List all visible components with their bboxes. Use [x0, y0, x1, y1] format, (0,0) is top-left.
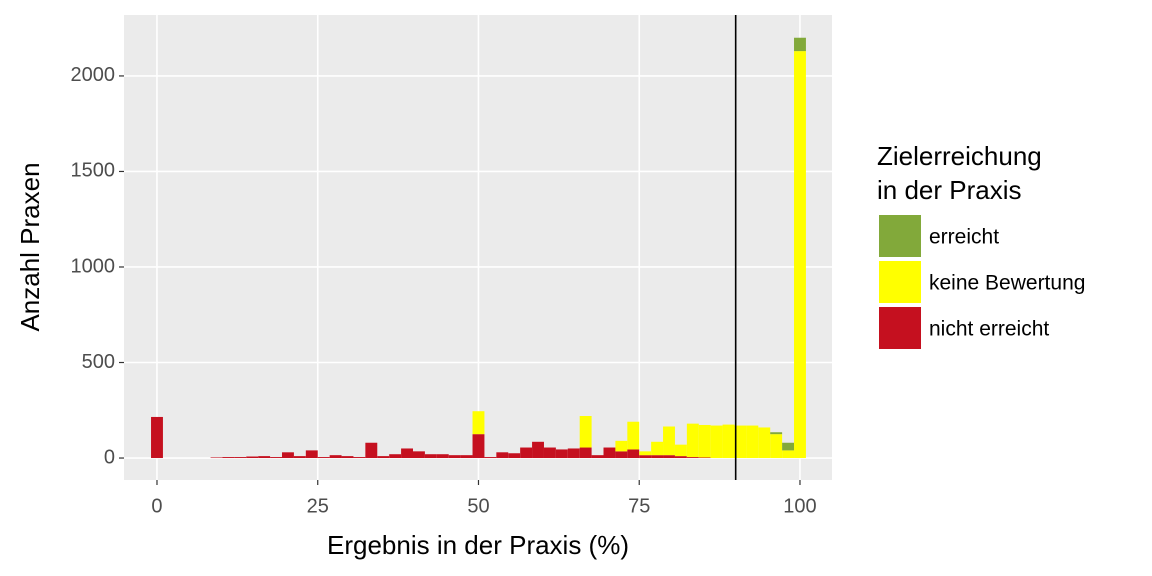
- bar-segment: [794, 51, 806, 459]
- bar-segment: [484, 457, 497, 459]
- bar-segment: [329, 455, 342, 459]
- x-tick-label: 100: [783, 495, 816, 517]
- bar-segment: [472, 434, 485, 459]
- legend-label: nicht erreicht: [929, 318, 1049, 341]
- x-tick-label: 50: [467, 495, 489, 517]
- bar-segment: [579, 416, 592, 448]
- legend-key: [879, 307, 921, 349]
- bar-segment: [472, 411, 485, 435]
- bar-segment: [401, 448, 413, 459]
- bar-segment: [674, 456, 687, 459]
- bar-segment: [710, 425, 723, 459]
- bar-segment: [663, 455, 675, 459]
- y-axis-title: Anzahl Praxen: [15, 162, 45, 331]
- bar-segment: [591, 455, 604, 459]
- bar-segment: [258, 456, 271, 459]
- bar-segment: [532, 441, 544, 459]
- bar-segment: [424, 454, 437, 459]
- y-tick-label: 1500: [71, 160, 116, 182]
- y-tick-label: 2000: [71, 64, 116, 86]
- bar-segment: [615, 440, 628, 452]
- bar-segment: [782, 442, 795, 451]
- legend-title: Zielerreichung: [877, 141, 1042, 171]
- bar-segment: [210, 457, 223, 459]
- bar-segment: [794, 37, 806, 52]
- bar-segment: [436, 454, 449, 459]
- bar-segment: [508, 453, 521, 459]
- bar-segment: [686, 423, 699, 458]
- bar-segment: [412, 451, 425, 459]
- bar-segment: [460, 455, 473, 459]
- x-axis-title: Ergebnis in der Praxis (%): [327, 530, 629, 560]
- bar-segment: [282, 452, 294, 459]
- bar-segment: [579, 447, 592, 459]
- bar-segment: [246, 456, 259, 459]
- bar-segment: [555, 449, 568, 459]
- bar-segment: [674, 444, 687, 457]
- bar-segment: [698, 457, 711, 459]
- legend-label: keine Bewertung: [929, 272, 1085, 295]
- bar-segment: [663, 426, 675, 456]
- bars: [151, 37, 806, 459]
- bar-segment: [151, 416, 163, 459]
- y-tick-label: 1000: [71, 255, 116, 277]
- bar-segment: [686, 457, 699, 459]
- x-tick-label: 25: [307, 495, 329, 517]
- bar-segment: [770, 434, 783, 459]
- bar-segment: [353, 457, 366, 459]
- bar-segment: [639, 451, 652, 456]
- bar-segment: [389, 454, 402, 459]
- legend-key: [879, 215, 921, 257]
- bar-segment: [377, 456, 390, 459]
- y-tick-label: 500: [82, 351, 115, 373]
- bar-segment: [615, 451, 628, 459]
- bar-segment: [722, 424, 735, 459]
- bar-segment: [496, 452, 509, 459]
- legend: erreicht keine Bewertung nicht erreicht: [879, 215, 1085, 349]
- bar-segment: [305, 450, 318, 459]
- legend-title: in der Praxis: [877, 175, 1022, 205]
- bar-segment: [317, 457, 330, 459]
- bar-segment: [627, 449, 640, 459]
- bar-segment: [365, 442, 378, 459]
- bar-segment: [234, 457, 247, 459]
- bar-segment: [782, 450, 795, 459]
- bar-segment: [734, 425, 747, 459]
- bar-segment: [270, 457, 283, 459]
- bar-segment: [770, 432, 783, 435]
- bar-segment: [639, 455, 652, 459]
- bar-segment: [448, 455, 461, 459]
- legend-label: erreicht: [929, 226, 999, 249]
- bar-segment: [651, 441, 664, 456]
- bar-segment: [746, 425, 759, 459]
- legend-key: [879, 261, 921, 303]
- bar-segment: [758, 427, 771, 459]
- bar-segment: [698, 424, 711, 458]
- bar-segment: [293, 456, 306, 459]
- bar-segment: [341, 456, 354, 459]
- bar-segment: [627, 421, 640, 450]
- y-tick-label: 0: [104, 446, 115, 468]
- bar-segment: [222, 457, 235, 459]
- bar-segment: [603, 447, 616, 459]
- bar-segment: [543, 447, 556, 459]
- bar-segment: [520, 447, 533, 459]
- bar-segment: [567, 448, 580, 459]
- bar-segment: [651, 455, 664, 459]
- x-tick-label: 0: [151, 495, 162, 517]
- x-tick-label: 75: [628, 495, 650, 517]
